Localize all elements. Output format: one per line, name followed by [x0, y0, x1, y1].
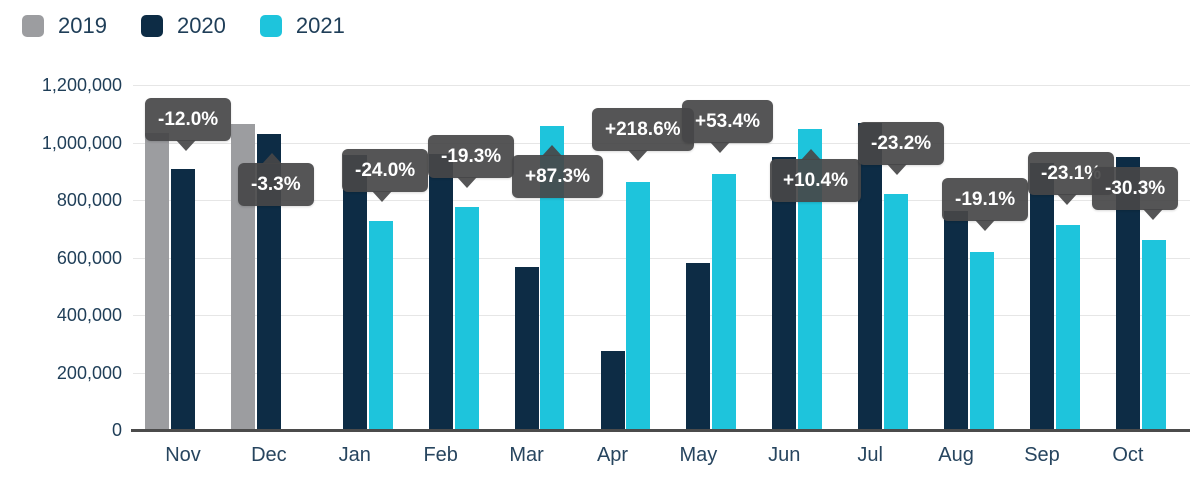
bar-2020-aug[interactable] [944, 210, 968, 429]
change-callout-dec: -3.3% [238, 153, 314, 206]
bar-2020-apr[interactable] [601, 351, 625, 429]
gridline [133, 372, 1190, 374]
change-callout-sep: -23.1% [1028, 152, 1115, 205]
legend-item-2021[interactable]: 2021 [259, 13, 345, 39]
bar-2020-jul[interactable] [858, 122, 882, 429]
bar-2020-jan[interactable] [343, 155, 367, 429]
legend-swatch-2019-icon [22, 15, 44, 37]
change-callout-may: +53.4% [682, 100, 773, 153]
bar-2020-sep[interactable] [1030, 163, 1054, 429]
gridline [133, 85, 1190, 86]
bar-2020-nov[interactable] [171, 168, 195, 429]
x-tick-label-oct: Oct [1112, 444, 1144, 466]
callout-arrow-icon [628, 150, 648, 161]
callout-arrow-icon [372, 191, 392, 202]
callout-arrow-icon [176, 140, 196, 151]
gridline [133, 257, 1190, 259]
legend-swatch-2021-icon [259, 15, 282, 37]
change-callout-jul: -23.2% [858, 122, 945, 175]
legend-label-2020: 2020 [176, 13, 226, 38]
x-tick-label-jan: Jan [338, 444, 371, 466]
legend-item-2019[interactable]: 2019 [22, 13, 107, 39]
legend-label-2021: 2021 [295, 13, 345, 38]
y-tick-label: 800,000 [56, 190, 122, 210]
bar-2020-may[interactable] [686, 262, 710, 429]
x-tick-label-sep: Sep [1024, 444, 1060, 466]
x-tick-label-aug: Aug [938, 444, 974, 466]
callout-arrow-icon [457, 177, 477, 188]
bar-2021-jul[interactable] [884, 193, 908, 429]
bar-2021-apr[interactable] [626, 181, 650, 429]
x-tick-label-feb: Feb [423, 444, 458, 466]
x-tick-label-may: May [679, 444, 718, 466]
change-callout-jan: -24.0% [342, 149, 429, 202]
bar-2021-may[interactable] [712, 174, 736, 429]
callout-arrow-icon [542, 145, 562, 156]
callout-arrow-icon [887, 164, 907, 175]
callout-arrow-icon [801, 149, 821, 160]
bar-2019-nov[interactable] [145, 132, 169, 429]
change-callout-feb: -19.3% [428, 135, 515, 188]
change-callout-nov: -12.0% [145, 98, 232, 151]
change-callout-mar: +87.3% [512, 145, 603, 198]
legend-item-2020[interactable]: 2020 [140, 13, 226, 39]
callout-arrow-icon [1057, 194, 1077, 205]
x-axis-line [131, 429, 1190, 432]
bar-2021-oct[interactable] [1142, 239, 1166, 429]
bar-2020-jun[interactable] [772, 156, 796, 429]
change-callout-jun: +10.4% [770, 149, 861, 202]
y-tick-label: 0 [111, 420, 122, 440]
x-tick-label-mar: Mar [509, 444, 544, 466]
bar-2021-aug[interactable] [970, 252, 994, 429]
y-tick-label: 600,000 [56, 247, 122, 268]
bar-2021-sep[interactable] [1056, 224, 1080, 429]
x-tick-label-apr: Apr [596, 444, 629, 466]
legend-swatch-2020-icon [140, 15, 163, 37]
legend-label-2019: 2019 [58, 13, 107, 38]
x-tick-label-dec: Dec [251, 444, 287, 466]
bar-2021-feb[interactable] [455, 207, 479, 429]
plot-area: -12.0% -3.3% -24.0% -19.3% +87.3% +218.6% +53.… [131, 85, 1190, 432]
bar-2020-feb[interactable] [429, 154, 453, 429]
chart-legend: 2019 2020 2021 [22, 13, 379, 39]
y-tick-label: 1,000,000 [41, 132, 122, 153]
x-tick-label-jul: Jul [857, 444, 883, 466]
change-callout-aug: -19.1% [942, 178, 1029, 231]
change-callout-apr: +218.6% [592, 108, 694, 161]
y-tick-label: 1,200,000 [41, 75, 122, 95]
y-tick-label: 400,000 [56, 305, 122, 325]
x-tick-label-jun: Jun [768, 444, 801, 466]
gridline [133, 200, 1190, 201]
change-callout-oct: -30.3% [1092, 167, 1179, 220]
bar-2021-jan[interactable] [369, 221, 393, 429]
callout-arrow-icon [262, 153, 282, 164]
callout-arrow-icon [710, 142, 730, 153]
bar-2020-mar[interactable] [515, 267, 539, 429]
x-tick-label-nov: Nov [165, 444, 201, 466]
gridline [133, 315, 1190, 316]
callout-arrow-icon [975, 220, 995, 231]
callout-arrow-icon [1143, 209, 1163, 220]
y-tick-label: 200,000 [56, 362, 122, 383]
